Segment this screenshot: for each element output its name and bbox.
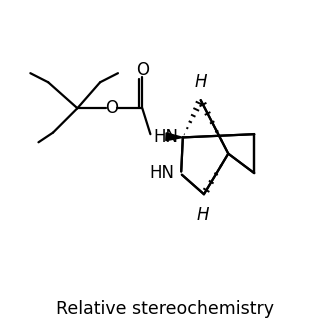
Text: Relative stereochemistry: Relative stereochemistry <box>56 300 274 318</box>
Text: HN: HN <box>154 128 179 147</box>
Text: O: O <box>136 61 149 79</box>
Text: H: H <box>194 73 207 91</box>
Polygon shape <box>166 133 183 141</box>
Text: O: O <box>105 99 118 117</box>
Text: H: H <box>196 206 209 223</box>
Text: HN: HN <box>150 164 175 182</box>
